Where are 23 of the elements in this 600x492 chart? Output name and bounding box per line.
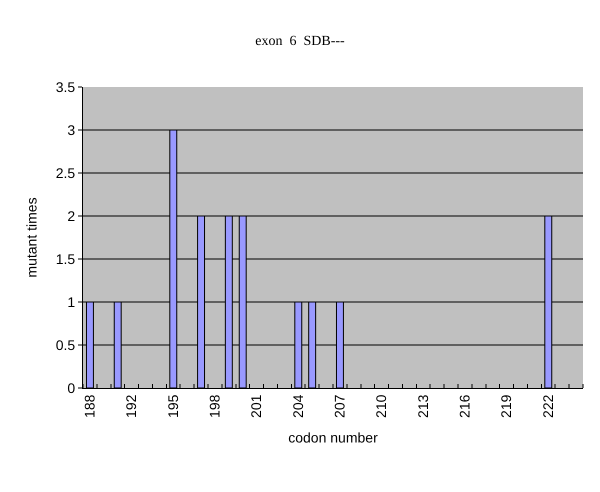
y-tick-label: 3 (67, 122, 76, 138)
x-tick-label: 216 (456, 394, 472, 418)
chart-title: exon 6 SDB--- (255, 34, 346, 50)
y-tick-label: 2 (67, 208, 76, 224)
y-tick-label: 0 (67, 380, 76, 396)
x-tick-label: 204 (290, 394, 306, 418)
y-tick-label: 0.5 (56, 336, 76, 353)
y-tick-label: 3.5 (56, 78, 76, 95)
x-tick-label: 192 (123, 394, 140, 418)
x-axis-title: codon number (288, 429, 378, 446)
y-axis-title: mutant times (23, 197, 40, 278)
y-tick-label: 1 (67, 294, 76, 310)
x-tick-label: 195 (164, 394, 181, 418)
x-tick-label: 222 (540, 394, 556, 418)
x-tick-label: 207 (331, 394, 348, 418)
y-tick-label: 2.5 (56, 164, 76, 181)
y-tick-label: 1.5 (56, 250, 76, 267)
x-tick-label: 213 (414, 394, 431, 418)
x-tick-label: 219 (498, 394, 514, 418)
x-tick-label: 198 (206, 394, 222, 418)
x-tick-label: 188 (81, 394, 98, 418)
x-tick-label: 201 (248, 394, 264, 418)
x-tick-label: 210 (373, 394, 390, 418)
